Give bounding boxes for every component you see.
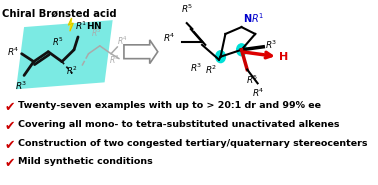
Text: $R^5$: $R^5$	[246, 73, 259, 86]
Text: Twenty-seven examples with up to > 20:1 dr and 99% ee: Twenty-seven examples with up to > 20:1 …	[18, 101, 321, 110]
Circle shape	[216, 51, 225, 63]
Polygon shape	[16, 20, 113, 89]
Text: $R^3$: $R^3$	[265, 39, 277, 51]
Text: H: H	[279, 52, 289, 62]
Text: $R^4$: $R^4$	[252, 86, 265, 99]
Text: $R^3$: $R^3$	[15, 79, 27, 92]
Text: $R^5$: $R^5$	[91, 26, 102, 39]
Text: N$R^1$: N$R^1$	[243, 11, 265, 25]
Text: $R^5$: $R^5$	[181, 3, 193, 15]
Text: ✔: ✔	[4, 157, 15, 170]
Text: $R^5$: $R^5$	[52, 35, 64, 48]
Text: $R^2$: $R^2$	[205, 64, 217, 76]
Text: Chiral Brønsted acid: Chiral Brønsted acid	[2, 8, 117, 18]
Text: Mild synthetic conditions: Mild synthetic conditions	[18, 157, 152, 166]
Text: ✔: ✔	[4, 101, 15, 114]
Text: $R^4$: $R^4$	[117, 34, 128, 47]
Text: ✔: ✔	[4, 120, 15, 133]
Polygon shape	[68, 18, 73, 31]
Text: $R^3$: $R^3$	[190, 62, 203, 74]
Text: Construction of two congested tertiary/quaternary stereocenters: Construction of two congested tertiary/q…	[18, 139, 367, 148]
Text: $R^3$: $R^3$	[108, 53, 119, 66]
Text: $R^4$: $R^4$	[7, 46, 19, 58]
Circle shape	[237, 44, 246, 56]
Text: $R^1$HN: $R^1$HN	[75, 20, 102, 32]
Text: $R^4$: $R^4$	[163, 32, 175, 44]
Text: $R^2$: $R^2$	[66, 65, 77, 77]
Polygon shape	[124, 40, 158, 64]
Text: ✔: ✔	[4, 139, 15, 152]
Text: Covering all mono- to tetra-substituted unactivated alkenes: Covering all mono- to tetra-substituted …	[18, 120, 339, 129]
